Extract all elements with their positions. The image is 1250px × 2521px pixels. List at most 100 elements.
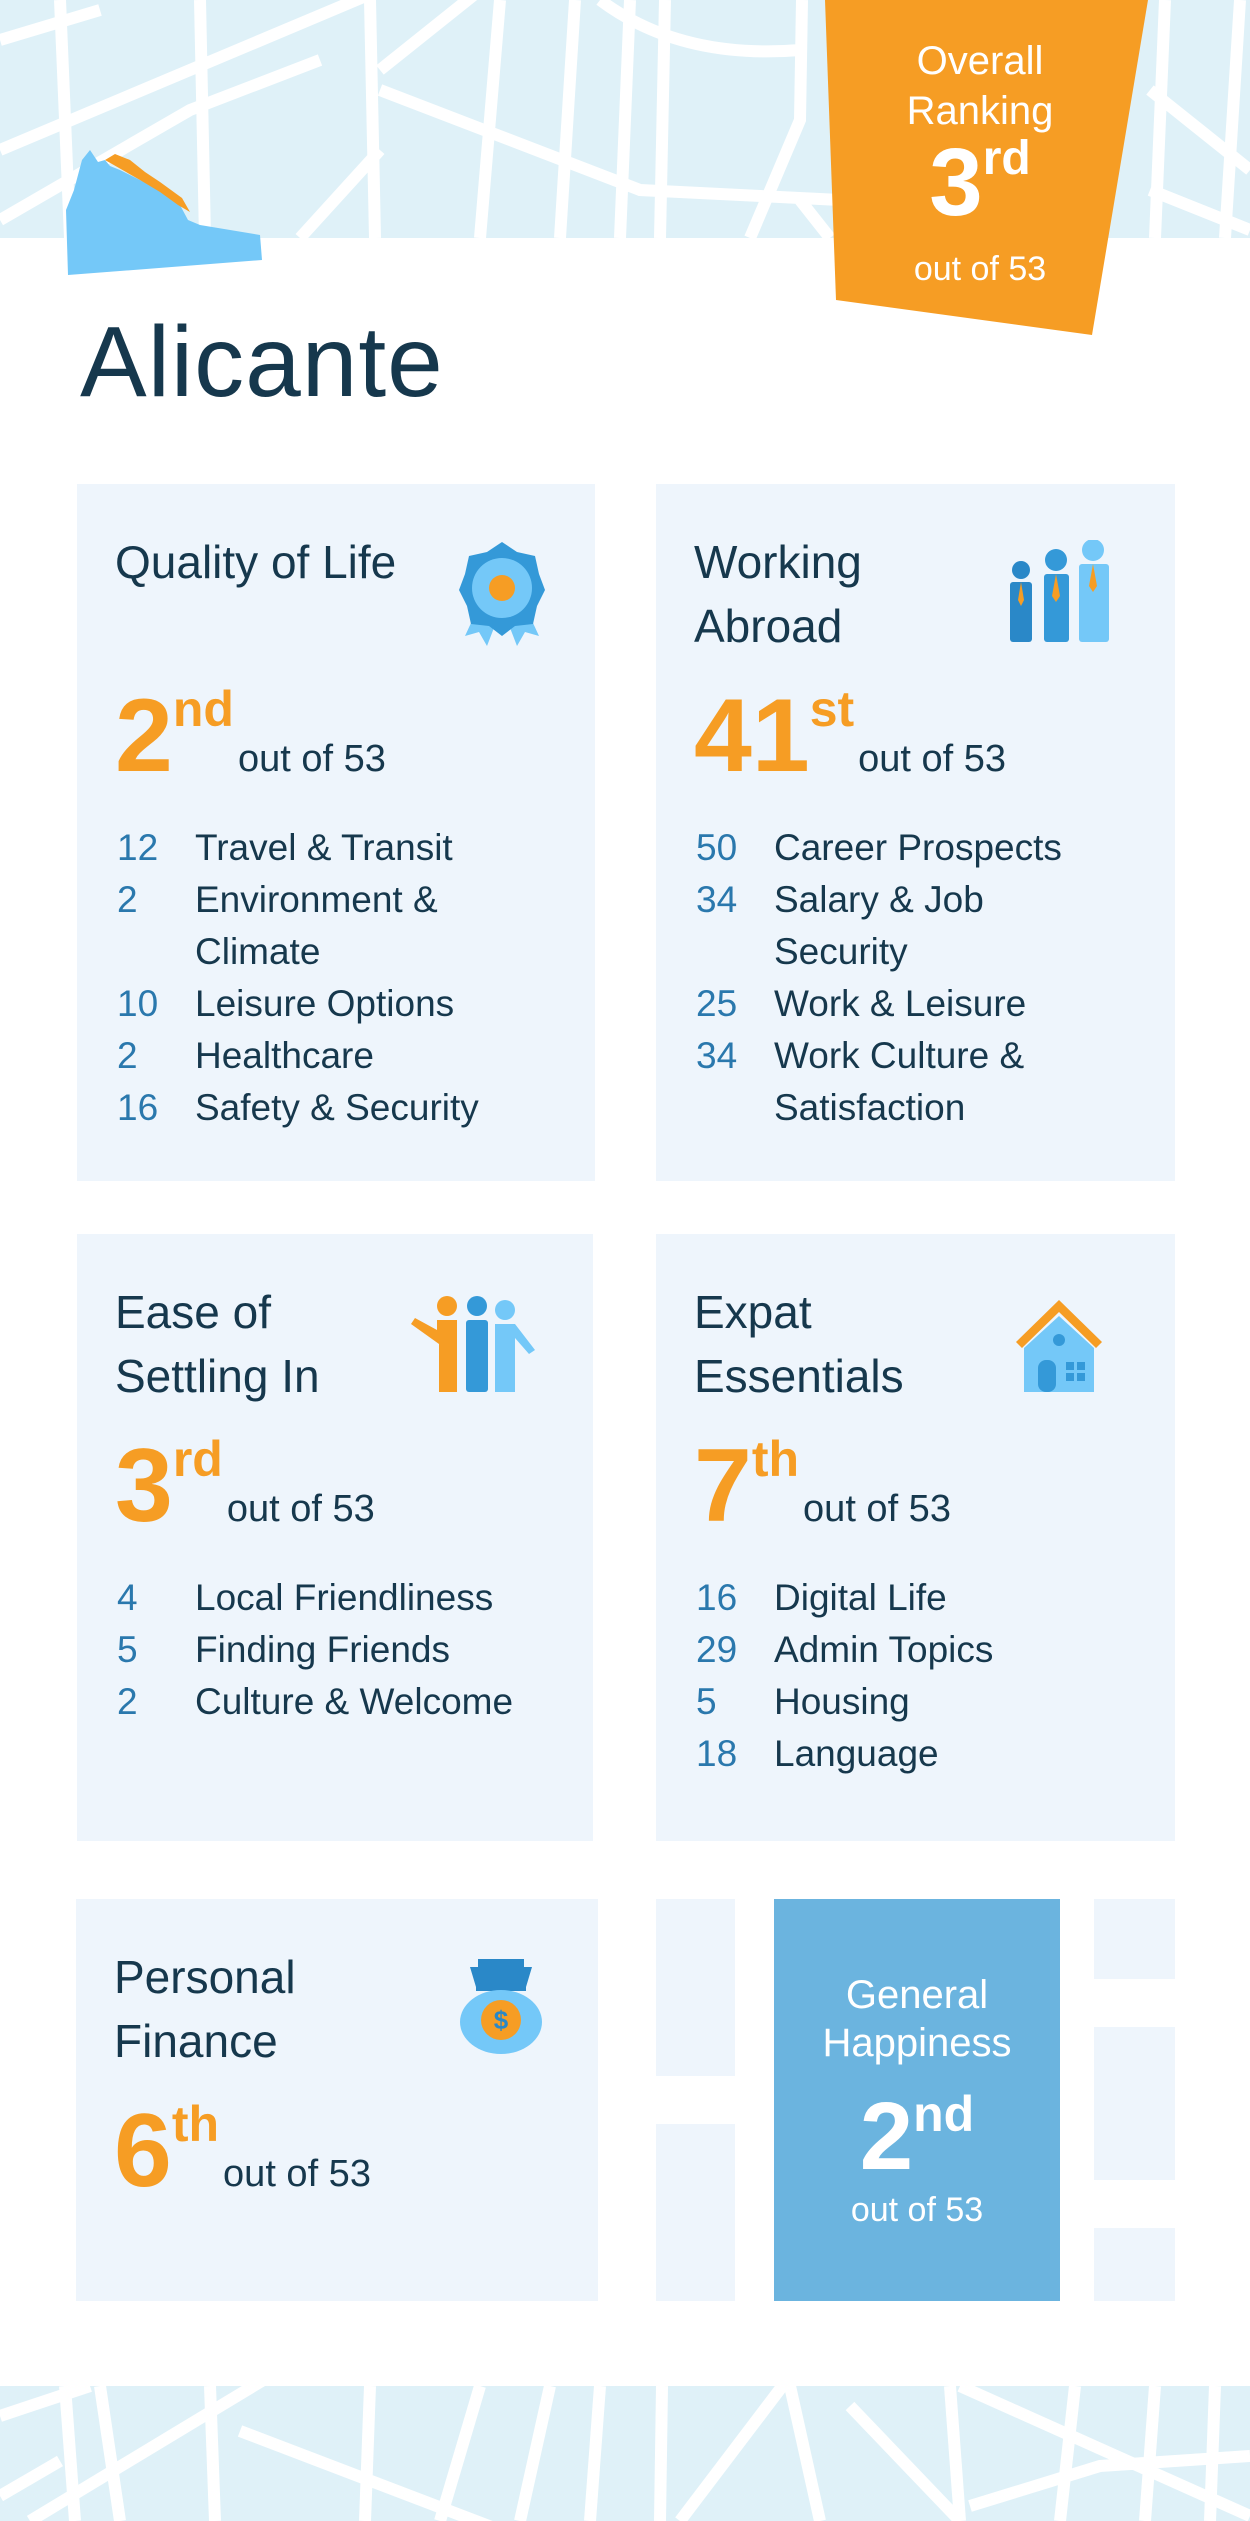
item-label: Work Culture & Satisfaction xyxy=(774,1035,1025,1128)
general-happiness-label: General Happiness xyxy=(774,1971,1060,2067)
overall-label-line1: Overall xyxy=(916,39,1044,83)
item-rank: 34 xyxy=(696,879,738,920)
item-rank: 2 xyxy=(117,879,138,920)
list-item: 16 Safety & Security xyxy=(117,1082,485,1134)
item-label: Local Friendliness xyxy=(195,1577,494,1618)
award-rosette-icon xyxy=(459,542,545,646)
item-rank: 2 xyxy=(117,1035,138,1076)
rank-suffix: th xyxy=(171,2096,220,2152)
list-item: 2 Culture & Welcome xyxy=(117,1676,513,1728)
list-item: 18 Language xyxy=(696,1728,993,1780)
friends-group-icon xyxy=(411,1296,535,1392)
list-item: 12 Travel & Transit xyxy=(117,822,485,874)
item-rank: 16 xyxy=(696,1577,738,1618)
overall-rank-number: 3 xyxy=(929,129,983,236)
category-rank: 2ndout of 53 xyxy=(115,681,386,788)
item-rank: 16 xyxy=(117,1087,159,1128)
overall-out-of: out of 53 xyxy=(913,250,1047,288)
rank-number: 6 xyxy=(114,2093,172,2209)
item-rank: 5 xyxy=(696,1681,717,1722)
item-label: Travel & Transit xyxy=(195,827,453,868)
decor-block xyxy=(1094,2027,1175,2180)
item-rank: 4 xyxy=(117,1577,138,1618)
rank-out-of: out of 53 xyxy=(858,738,1007,780)
rank-out-of: out of 53 xyxy=(803,1488,951,1530)
card-title: Expat Essentials xyxy=(694,1286,904,1402)
card-quality-of-life: Quality of Life 2ndout of 53 12 Travel & … xyxy=(77,484,595,1181)
gh-label-line1: General xyxy=(845,1973,989,2017)
rank-out-of: out of 53 xyxy=(226,1488,375,1530)
card-personal-finance: Personal Finance $ 6thout of 53 xyxy=(76,1899,598,2301)
subcategory-list: 12 Travel & Transit 2 Environment & Climat… xyxy=(117,822,485,1134)
item-rank: 25 xyxy=(696,983,738,1024)
gh-rank-suffix: nd xyxy=(913,2086,975,2142)
rank-suffix: nd xyxy=(172,681,234,737)
rank-suffix: st xyxy=(809,681,855,737)
category-rank: 41stout of 53 xyxy=(694,681,1007,788)
decor-block xyxy=(1094,2228,1175,2301)
general-happiness-card: General Happiness 2nd out of 53 xyxy=(774,1899,1060,2301)
overall-ranking-label: Overall Ranking xyxy=(830,36,1130,136)
overall-rank: 3rd xyxy=(830,135,1130,231)
city-title: Alicante xyxy=(80,306,444,418)
item-label: Salary & Job Security xyxy=(774,879,984,972)
card-title: Personal Finance xyxy=(114,1951,296,2067)
subcategory-list: 16 Digital Life 29 Admin Topics 5 Housing 1… xyxy=(696,1572,993,1780)
item-rank: 50 xyxy=(696,827,738,868)
item-label: Digital Life xyxy=(774,1577,947,1618)
item-label: Leisure Options xyxy=(195,983,455,1024)
item-label: Work & Leisure xyxy=(774,983,1027,1024)
list-item: 29 Admin Topics xyxy=(696,1624,993,1676)
subcategory-list: 50 Career Prospects 34 Salary & Job Securi… xyxy=(696,822,1074,1134)
item-label: Environment & Climate xyxy=(195,879,438,972)
list-item: 5 Finding Friends xyxy=(117,1624,513,1676)
card-ease-of-settling-in: Ease of Settling In 3rdout of 53 4 Local … xyxy=(77,1234,593,1841)
general-happiness-rank: 2nd xyxy=(774,2089,1060,2185)
list-item: 16 Digital Life xyxy=(696,1572,993,1624)
item-label: Safety & Security xyxy=(195,1087,479,1128)
rank-suffix: rd xyxy=(172,1431,223,1487)
house-icon xyxy=(1016,1300,1102,1392)
subcategory-list: 4 Local Friendliness 5 Finding Friends 2 Cu… xyxy=(117,1572,513,1728)
region-map-icon xyxy=(66,150,262,275)
svg-text:$: $ xyxy=(494,2005,509,2035)
list-item: 50 Career Prospects xyxy=(696,822,1074,874)
list-item: 34 Salary & Job Security xyxy=(696,874,1074,978)
gh-rank-number: 2 xyxy=(859,2083,914,2190)
rank-out-of: out of 53 xyxy=(223,2153,371,2195)
overall-ranking-banner xyxy=(825,0,1148,335)
decor-block xyxy=(1094,1899,1175,1979)
decor-block xyxy=(656,1899,735,2076)
item-label: Career Prospects xyxy=(774,827,1062,868)
list-item: 2 Healthcare xyxy=(117,1030,485,1082)
overall-label-line2: Ranking xyxy=(906,89,1054,133)
item-rank: 34 xyxy=(696,1035,738,1076)
overall-rank-suffix: rd xyxy=(982,132,1031,185)
list-item: 2 Environment & Climate xyxy=(117,874,485,978)
gh-label-line2: Happiness xyxy=(822,2021,1012,2065)
item-label: Housing xyxy=(774,1681,910,1722)
item-label: Healthcare xyxy=(195,1035,374,1076)
list-item: 10 Leisure Options xyxy=(117,978,485,1030)
rank-number: 41 xyxy=(694,678,810,794)
list-item: 5 Housing xyxy=(696,1676,993,1728)
list-item: 25 Work & Leisure xyxy=(696,978,1074,1030)
rank-out-of: out of 53 xyxy=(237,738,386,780)
rank-number: 3 xyxy=(115,1428,173,1544)
business-people-icon xyxy=(1010,540,1109,642)
item-rank: 10 xyxy=(117,983,159,1024)
item-label: Finding Friends xyxy=(195,1629,451,1670)
item-label: Language xyxy=(774,1733,939,1774)
decor-block xyxy=(656,2124,735,2301)
category-rank: 6thout of 53 xyxy=(114,2096,371,2203)
list-item: 4 Local Friendliness xyxy=(117,1572,513,1624)
item-label: Admin Topics xyxy=(774,1629,994,1670)
category-rank: 3rdout of 53 xyxy=(115,1431,375,1538)
item-label: Culture & Welcome xyxy=(195,1681,514,1722)
card-title: Ease of Settling In xyxy=(115,1286,320,1402)
card-expat-essentials: Expat Essentials 7thout of 53 16 Digital … xyxy=(656,1234,1175,1841)
card-title: Working Abroad xyxy=(694,536,862,652)
card-working-abroad: Working Abroad 41stout of 53 50 Career Pr… xyxy=(656,484,1175,1181)
rank-number: 7 xyxy=(694,1428,752,1544)
category-rank: 7thout of 53 xyxy=(694,1431,951,1538)
